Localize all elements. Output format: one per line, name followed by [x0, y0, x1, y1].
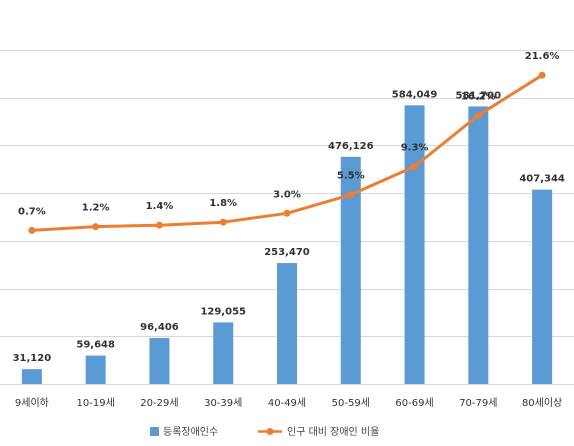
line-point — [474, 111, 482, 119]
bar-data-label: 129,055 — [200, 306, 246, 317]
line-point — [411, 163, 419, 171]
line-point — [92, 223, 100, 231]
bar-data-label: 96,406 — [140, 322, 179, 333]
bar-data-label: 31,120 — [13, 353, 52, 364]
line-point — [283, 209, 291, 217]
x-tick-label: 50-59세 — [332, 397, 370, 409]
bar — [340, 156, 361, 384]
line-data-label: 21.6% — [525, 51, 560, 62]
line-data-label: 0.7% — [18, 206, 46, 217]
x-tick-label: 20-29세 — [140, 397, 178, 409]
bar — [21, 369, 42, 384]
bar-data-label: 407,344 — [519, 174, 565, 185]
x-tick-label: 40-49세 — [268, 397, 306, 409]
bar-data-label: 581,700 — [456, 90, 502, 101]
line-data-label: 9.3% — [401, 143, 429, 154]
line-data-label: 1.8% — [209, 198, 237, 209]
line-point — [538, 71, 546, 79]
bar — [404, 105, 425, 384]
line-data-label: 1.4% — [146, 201, 174, 212]
line-series-disability-ratio: 0.7% 1.2% 1.4% 1.8% 3.0% 5.5% 9.3% 16.2% 21.6% — [18, 51, 559, 234]
bar — [213, 322, 234, 384]
bar-data-label: 584,049 — [392, 89, 438, 100]
legend-swatch-line-marker — [266, 428, 274, 435]
line-data-label: 3.0% — [273, 189, 301, 200]
bar-data-label: 59,648 — [76, 340, 115, 351]
bar — [149, 338, 170, 384]
bar — [468, 106, 489, 385]
bar-series-registered-disabled: 31,120 59,648 96,406 129,055 253,470 476,126 5… — [13, 89, 565, 385]
line-point — [155, 221, 163, 229]
x-tick-label: 9세이하 — [15, 396, 49, 409]
bar — [277, 263, 297, 384]
x-tick-label: 70-79세 — [459, 397, 497, 409]
line-data-label: 5.5% — [337, 171, 365, 182]
legend-label-bar: 등록장애인수 — [163, 426, 218, 438]
line-data-label: 16.2% — [461, 91, 496, 102]
bar-data-label: 476,126 — [328, 141, 374, 152]
x-tick-label: 80세이상 — [522, 397, 562, 409]
x-tick-label: 30-39세 — [204, 397, 242, 409]
line-data-label: 1.2% — [82, 203, 110, 214]
bar — [532, 189, 553, 384]
x-axis-labels: 9세이하 10-19세 20-29세 30-39세 40-49세 50-59세 60-69세… — [15, 396, 562, 409]
legend: 등록장애인수 인구 대비 장애인 비율 — [150, 426, 379, 438]
line-point — [28, 226, 36, 234]
x-tick-label: 10-19세 — [77, 397, 115, 409]
bar-data-label: 253,470 — [264, 247, 310, 258]
x-tick-label: 60-69세 — [395, 397, 433, 409]
bar — [85, 355, 106, 384]
line-point — [219, 218, 227, 226]
legend-swatch-bar — [150, 427, 159, 436]
line-point — [347, 191, 355, 199]
legend-label-line: 인구 대비 장애인 비율 — [287, 426, 379, 438]
